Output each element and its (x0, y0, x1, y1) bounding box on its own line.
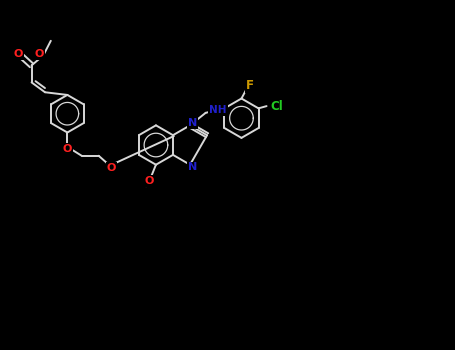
Text: O: O (35, 49, 44, 59)
Text: O: O (145, 176, 154, 186)
Text: Cl: Cl (270, 100, 283, 113)
Text: O: O (63, 144, 72, 154)
Text: F: F (246, 79, 253, 92)
Text: O: O (107, 163, 116, 173)
Text: O: O (14, 49, 23, 59)
Text: N: N (188, 162, 197, 173)
Text: N: N (188, 118, 197, 128)
Text: NH: NH (209, 105, 227, 115)
